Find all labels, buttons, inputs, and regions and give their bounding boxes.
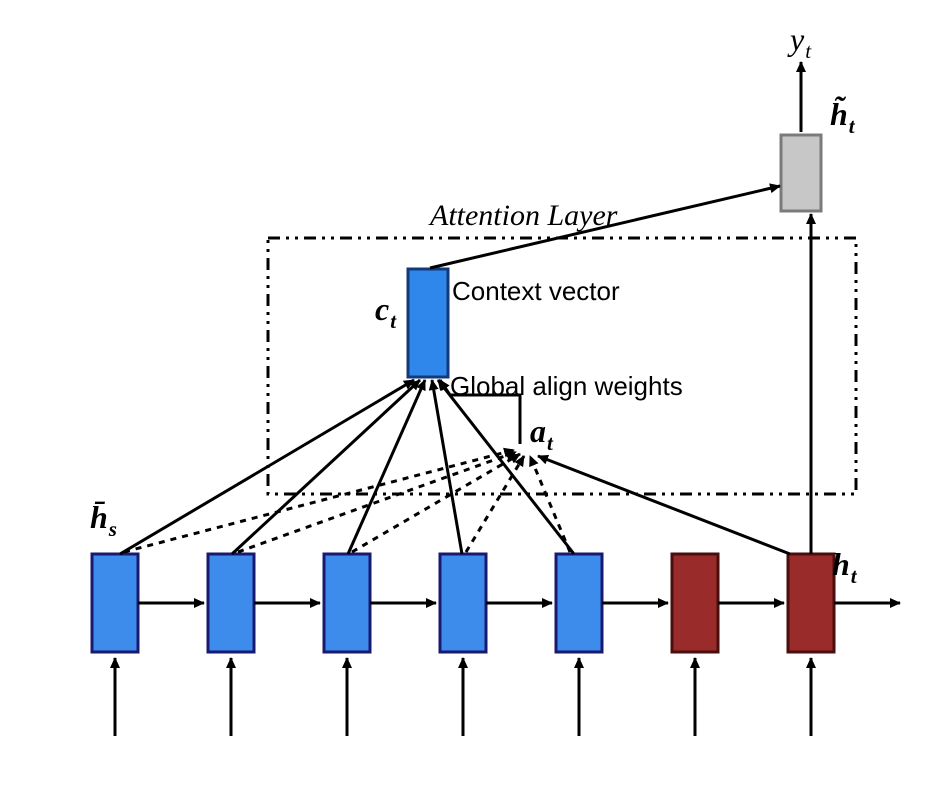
encoder-state-3 [440, 554, 486, 652]
to-align-arrow-3 [466, 456, 524, 552]
label-yt: yt [787, 21, 812, 63]
context-vector-box [408, 269, 448, 377]
label-global-weights: Global align weights [450, 371, 683, 401]
encoder-state-1 [208, 554, 254, 652]
label-ct: ct [375, 291, 397, 333]
label-hs: h̄s [90, 499, 117, 541]
decoder-state-0 [672, 554, 718, 652]
decoder-state-1 [788, 554, 834, 652]
to-context-arrow-1 [232, 380, 420, 554]
label-attention-layer: Attention Layer [428, 199, 618, 232]
to-context-arrow-2 [348, 380, 425, 554]
ht-to-align-arrow [538, 456, 790, 554]
encoder-state-2 [324, 554, 370, 652]
label-at: at [530, 413, 554, 455]
label-context-vector: Context vector [452, 276, 620, 306]
label-htilde: h̃t [830, 96, 856, 138]
output-vector-box [781, 135, 821, 211]
to-align-arrow-0 [124, 450, 514, 552]
encoder-state-0 [92, 554, 138, 652]
encoder-state-4 [556, 554, 602, 652]
label-ht: ht [832, 546, 858, 588]
